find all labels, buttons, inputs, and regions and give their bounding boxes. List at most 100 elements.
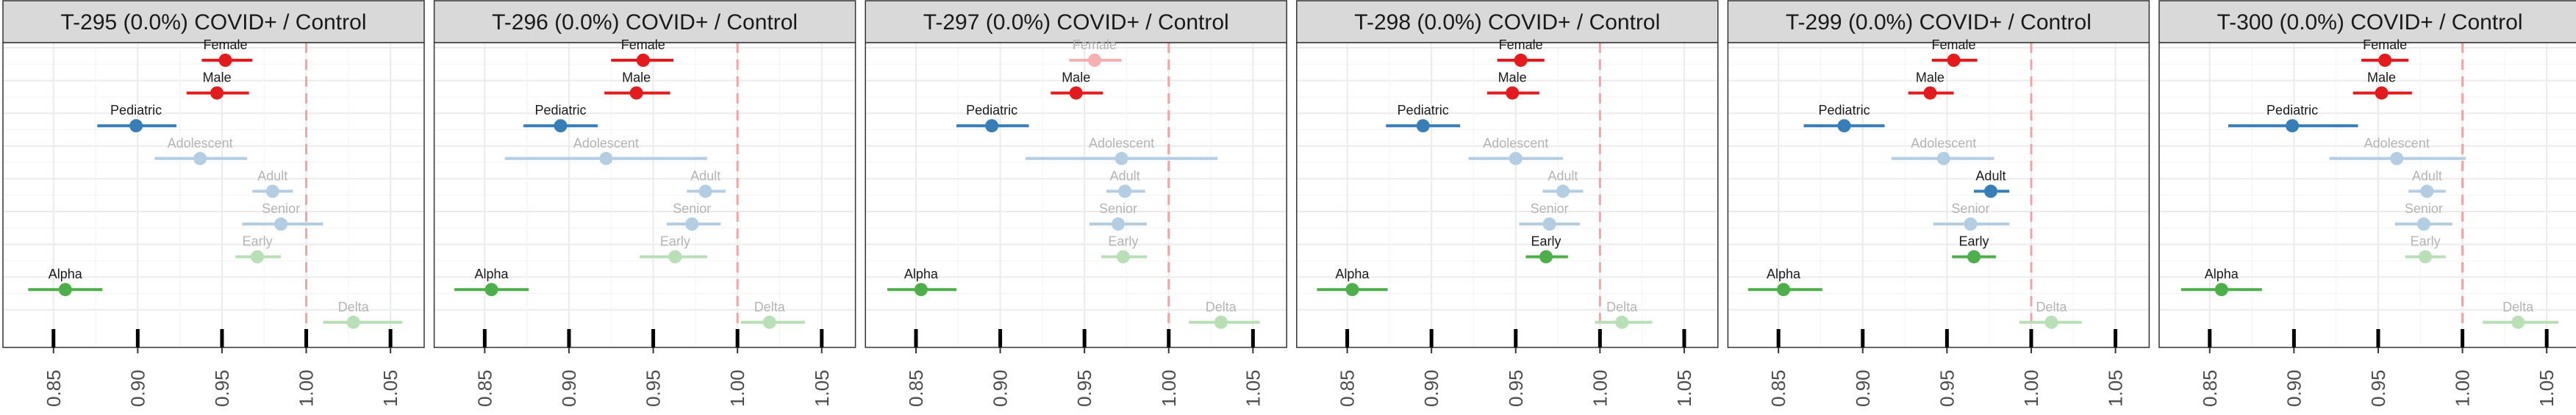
point-label: Alpha xyxy=(1335,267,1370,281)
x-tick-label: 1.05 xyxy=(2536,369,2558,407)
estimate-alpha: Alpha xyxy=(887,267,956,297)
estimate-early: Early xyxy=(1525,234,1568,264)
point-label: Senior xyxy=(1951,201,1989,216)
point-estimate xyxy=(210,86,224,100)
point-label: Senior xyxy=(2405,201,2443,216)
point-label: Male xyxy=(622,71,651,85)
point-label: Early xyxy=(1531,234,1561,249)
point-label: Early xyxy=(243,234,273,249)
facet-panel-1: T-295 (0.0%) COVID+ / Control Female Male P… xyxy=(2,0,425,407)
x-tick-label: 1.00 xyxy=(1589,369,1611,407)
point-label: Senior xyxy=(673,201,711,216)
estimate-senior: Senior xyxy=(1090,201,1147,231)
facet-panel-4: T-298 (0.0%) COVID+ / Control Female Male P… xyxy=(1296,0,1719,407)
point-label: Senior xyxy=(1531,201,1569,216)
point-label: Male xyxy=(1062,71,1090,85)
point-estimate xyxy=(1983,184,1997,198)
estimate-alpha: Alpha xyxy=(454,267,529,297)
point-estimate xyxy=(2286,119,2300,133)
panel-title: T-295 (0.0%) COVID+ / Control xyxy=(61,10,367,35)
estimate-adult: Adult xyxy=(2408,168,2446,198)
estimate-male: Male xyxy=(2353,71,2412,100)
estimate-male: Male xyxy=(1051,71,1103,100)
estimate-early: Early xyxy=(235,234,282,264)
point-label: Delta xyxy=(754,300,786,314)
point-estimate xyxy=(668,250,682,264)
point-estimate xyxy=(2378,54,2392,67)
panel-title: T-298 (0.0%) COVID+ / Control xyxy=(1354,10,1660,35)
x-tick-label: 0.95 xyxy=(1073,369,1095,407)
point-label: Pediatric xyxy=(966,103,1017,118)
estimate-delta: Delta xyxy=(740,300,805,329)
point-label: Female xyxy=(1932,37,1976,52)
point-estimate xyxy=(193,151,207,165)
panel-title: T-296 (0.0%) COVID+ / Control xyxy=(492,10,798,35)
point-label: Adult xyxy=(1975,168,2006,183)
estimate-delta: Delta xyxy=(1595,300,1653,329)
point-label: Delta xyxy=(338,300,370,314)
x-tick-label: 0.95 xyxy=(211,369,233,407)
estimate-adult: Adult xyxy=(1542,168,1584,198)
x-tick-label: 1.00 xyxy=(296,369,318,407)
point-estimate xyxy=(1967,250,1981,264)
point-estimate xyxy=(2420,184,2434,198)
point-estimate xyxy=(1087,54,1101,67)
point-label: Early xyxy=(2411,234,2441,249)
point-estimate xyxy=(1112,217,1125,231)
point-estimate xyxy=(484,283,498,297)
point-estimate xyxy=(1115,151,1128,165)
point-estimate xyxy=(636,54,650,67)
point-estimate xyxy=(251,250,265,264)
point-estimate xyxy=(1923,86,1937,100)
estimate-adult: Adult xyxy=(252,168,293,198)
point-estimate xyxy=(762,315,776,329)
point-estimate xyxy=(1947,54,1961,67)
x-tick-label: 0.95 xyxy=(1505,369,1527,407)
estimate-adult: Adult xyxy=(1106,168,1145,198)
point-label: Female xyxy=(1499,37,1543,52)
point-label: Male xyxy=(203,71,232,85)
estimate-alpha: Alpha xyxy=(2180,267,2262,297)
estimate-delta: Delta xyxy=(1189,300,1260,329)
estimate-adolescent: Adolescent xyxy=(504,136,707,165)
estimate-pediatric: Pediatric xyxy=(1803,103,1885,133)
x-tick-label: 0.95 xyxy=(1936,369,1958,407)
estimate-male: Male xyxy=(1908,71,1954,100)
point-estimate xyxy=(1345,283,1359,297)
strip-header xyxy=(433,0,856,43)
estimate-alpha: Alpha xyxy=(1747,267,1822,297)
strip-header xyxy=(2158,0,2576,43)
point-label: Pediatric xyxy=(1819,103,1870,118)
estimate-male: Male xyxy=(1486,71,1539,100)
point-label: Alpha xyxy=(1767,267,1801,281)
point-estimate xyxy=(1506,86,1520,100)
estimate-female: Female xyxy=(1069,37,1122,67)
point-label: Early xyxy=(1108,234,1138,249)
x-tick-label: 0.90 xyxy=(126,369,149,407)
estimate-alpha: Alpha xyxy=(28,267,103,297)
facet-panel-3: T-297 (0.0%) COVID+ / Control Female Male P… xyxy=(865,0,1287,407)
point-label: Adult xyxy=(1548,168,1578,183)
point-estimate xyxy=(2511,315,2525,329)
point-label: Adolescent xyxy=(1089,136,1154,151)
estimate-female: Female xyxy=(1932,37,1978,67)
x-tick-label: 0.85 xyxy=(1767,369,1789,407)
point-estimate xyxy=(2375,86,2389,100)
point-label: Female xyxy=(2363,37,2407,52)
point-estimate xyxy=(1416,119,1430,133)
estimate-adolescent: Adolescent xyxy=(1468,136,1563,165)
estimate-delta: Delta xyxy=(2019,300,2082,329)
x-tick-label: 1.05 xyxy=(1242,369,1264,407)
estimate-delta: Delta xyxy=(323,300,403,329)
strip-header xyxy=(865,0,1287,43)
estimate-pediatric: Pediatric xyxy=(2228,103,2358,133)
point-label: Pediatric xyxy=(1398,103,1449,118)
point-label: Adolescent xyxy=(573,136,639,151)
point-label: Alpha xyxy=(49,267,83,281)
estimate-adolescent: Adolescent xyxy=(2329,136,2466,165)
estimate-senior: Senior xyxy=(666,201,721,231)
point-label: Female xyxy=(1073,37,1117,52)
strip-header xyxy=(2,0,425,43)
